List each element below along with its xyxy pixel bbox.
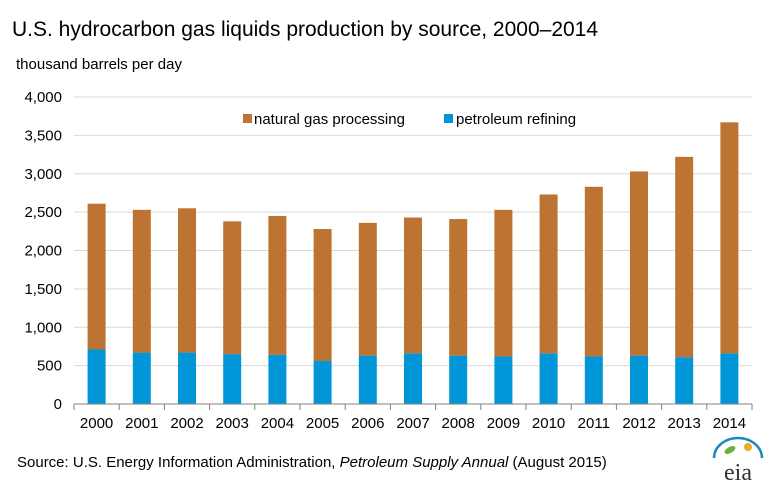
bar-natural-gas-processing-2007 — [404, 217, 422, 354]
x-tick-label: 2012 — [622, 415, 655, 432]
y-tick-label: 0 — [54, 396, 62, 413]
bar-petroleum-refining-2001 — [132, 352, 151, 404]
bar-petroleum-refining-2009 — [494, 356, 513, 404]
bar-petroleum-refining-2011 — [584, 356, 603, 404]
chart-title: U.S. hydrocarbon gas liquids production … — [12, 18, 599, 41]
bar-petroleum-refining-2006 — [358, 355, 377, 404]
bar-petroleum-refining-2010 — [539, 353, 558, 404]
bar-petroleum-refining-2012 — [630, 355, 648, 404]
legend-label-natural-gas-processing: natural gas processing — [254, 111, 405, 128]
bar-petroleum-refining-2005 — [313, 361, 332, 404]
bar-petroleum-refining-2007 — [404, 353, 422, 404]
x-tick-label: 2003 — [216, 415, 249, 432]
axes: 0 500 1,000 1,500 2,000 2,500 3,000 3,500 4,000 2… — [24, 89, 753, 432]
x-tick-label: 2007 — [396, 415, 429, 432]
y-tick-label: 3,500 — [24, 127, 62, 144]
bar-natural-gas-processing-2011 — [584, 186, 603, 357]
legend: natural gas processing petroleum refining — [243, 111, 576, 128]
x-tick-label: 2014 — [713, 415, 746, 432]
source-note: Source: U.S. Energy Information Administ… — [17, 454, 607, 471]
x-tick-label: 2001 — [125, 415, 158, 432]
bar-natural-gas-processing-2012 — [630, 171, 648, 356]
x-tick-label: 2006 — [351, 415, 384, 432]
bar-petroleum-refining-2008 — [449, 355, 468, 404]
bars — [87, 122, 739, 404]
bar-natural-gas-processing-2014 — [720, 122, 739, 354]
bar-petroleum-refining-2004 — [268, 354, 287, 404]
legend-swatch-petroleum-refining — [444, 114, 453, 123]
bar-natural-gas-processing-2002 — [178, 208, 196, 353]
x-tick-label: 2011 — [578, 415, 610, 432]
y-tick-label: 2,000 — [24, 243, 62, 260]
bar-natural-gas-processing-2004 — [268, 215, 287, 355]
bar-petroleum-refining-2002 — [178, 352, 196, 404]
bar-natural-gas-processing-2009 — [494, 209, 513, 357]
y-tick-label: 2,500 — [24, 204, 62, 221]
legend-swatch-natural-gas-processing — [243, 114, 252, 123]
legend-label-petroleum-refining: petroleum refining — [456, 111, 576, 128]
bar-natural-gas-processing-2010 — [539, 194, 558, 354]
x-tick-label: 2000 — [80, 415, 113, 432]
x-tick-label: 2009 — [487, 415, 520, 432]
bar-natural-gas-processing-2000 — [87, 203, 106, 350]
y-tick-label: 500 — [37, 358, 62, 375]
x-tick-label: 2010 — [532, 415, 565, 432]
bar-petroleum-refining-2013 — [675, 357, 694, 404]
bar-natural-gas-processing-2008 — [449, 219, 468, 356]
logo-sun — [744, 443, 752, 451]
bar-petroleum-refining-2000 — [87, 349, 106, 404]
bar-natural-gas-processing-2001 — [132, 209, 151, 353]
logo-leaf — [724, 446, 736, 454]
x-tick-label: 2005 — [306, 415, 339, 432]
bar-natural-gas-processing-2006 — [358, 222, 377, 356]
x-tick-label: 2013 — [668, 415, 701, 432]
bar-natural-gas-processing-2005 — [313, 229, 332, 362]
y-tick-label: 1,000 — [24, 319, 62, 336]
source-prefix: Source: U.S. Energy Information Administ… — [17, 454, 340, 471]
logo-text: eia — [724, 460, 752, 486]
bar-natural-gas-processing-2013 — [675, 156, 694, 358]
source-suffix: (August 2015) — [508, 454, 607, 471]
eia-logo-icon: eia — [712, 436, 764, 486]
y-tick-label: 3,000 — [24, 166, 62, 183]
source-publication: Petroleum Supply Annual — [339, 454, 509, 471]
y-axis-units-label: thousand barrels per day — [16, 56, 182, 73]
x-tick-label: 2008 — [442, 415, 475, 432]
x-tick-label: 2004 — [261, 415, 294, 432]
bar-natural-gas-processing-2003 — [223, 221, 242, 355]
y-tick-label: 4,000 — [24, 89, 62, 106]
x-tick-label: 2002 — [170, 415, 203, 432]
bar-petroleum-refining-2014 — [720, 353, 739, 404]
logo-arc — [712, 436, 764, 459]
bar-petroleum-refining-2003 — [223, 354, 242, 404]
y-tick-label: 1,500 — [24, 281, 62, 298]
